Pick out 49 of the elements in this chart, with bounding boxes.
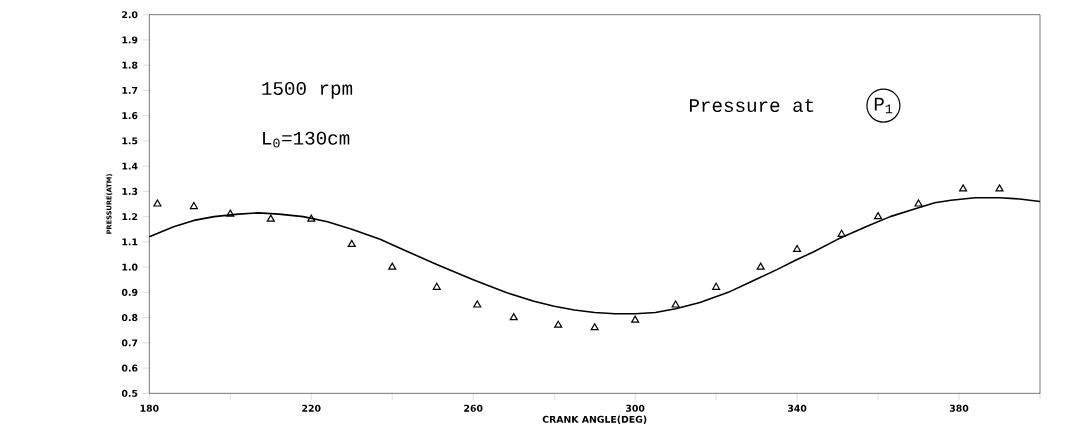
y-tick-label: 1.9 — [122, 36, 138, 44]
annotation: Pressure at — [689, 99, 814, 113]
point — [388, 262, 397, 270]
x-tick-label: 300 — [626, 404, 645, 412]
y-tick-label: 0.7 — [121, 339, 138, 347]
point — [189, 201, 198, 210]
annotation: 1500 rpm — [262, 81, 353, 99]
y-tick-label: 1.7 — [122, 87, 138, 94]
x-tick-label: 260 — [464, 404, 483, 412]
point — [671, 300, 680, 308]
y-tick-label: 2.0 — [122, 11, 138, 19]
y-tick-label: 1.0 — [122, 263, 138, 271]
y-tick-label: 1.3 — [122, 187, 138, 195]
y-tick-label: 0.5 — [121, 389, 138, 397]
point — [837, 229, 846, 237]
y-tick-label: 0.9 — [121, 288, 138, 296]
x-tick-label: 340 — [787, 404, 807, 412]
point — [874, 212, 883, 220]
point — [153, 199, 162, 207]
x-axis-title: CRANK ANGLE(DEG) — [542, 415, 647, 424]
point — [756, 262, 765, 270]
point — [509, 313, 518, 321]
point — [554, 320, 563, 328]
point — [712, 282, 721, 290]
x-tick-label: 220 — [302, 404, 321, 412]
y-tick-label: 1.2 — [122, 213, 138, 221]
y-tick-label: 0.8 — [121, 314, 138, 322]
point — [307, 214, 316, 222]
point — [995, 184, 1004, 192]
point — [473, 300, 482, 308]
y-tick-label: 1.1 — [122, 238, 138, 246]
point — [266, 214, 275, 222]
point — [914, 199, 923, 207]
point — [432, 282, 441, 290]
point — [959, 184, 968, 192]
point — [347, 239, 356, 247]
y-tick-label: 1.4 — [122, 162, 138, 170]
y-tick-label: 1.6 — [122, 112, 138, 120]
point — [631, 315, 640, 323]
point — [590, 323, 599, 331]
y-tick-label: 0.6 — [121, 364, 138, 372]
y-tick-label: 1.5 — [122, 137, 138, 145]
y-tick-label: 1.8 — [122, 61, 138, 69]
annotation: P$_{1}$ — [874, 97, 893, 114]
annotation: L$_{0}$=130cm — [263, 131, 350, 148]
point — [226, 209, 235, 217]
x-tick-label: 180 — [140, 404, 159, 412]
x-tick-label: 380 — [949, 404, 969, 412]
point — [793, 244, 802, 253]
